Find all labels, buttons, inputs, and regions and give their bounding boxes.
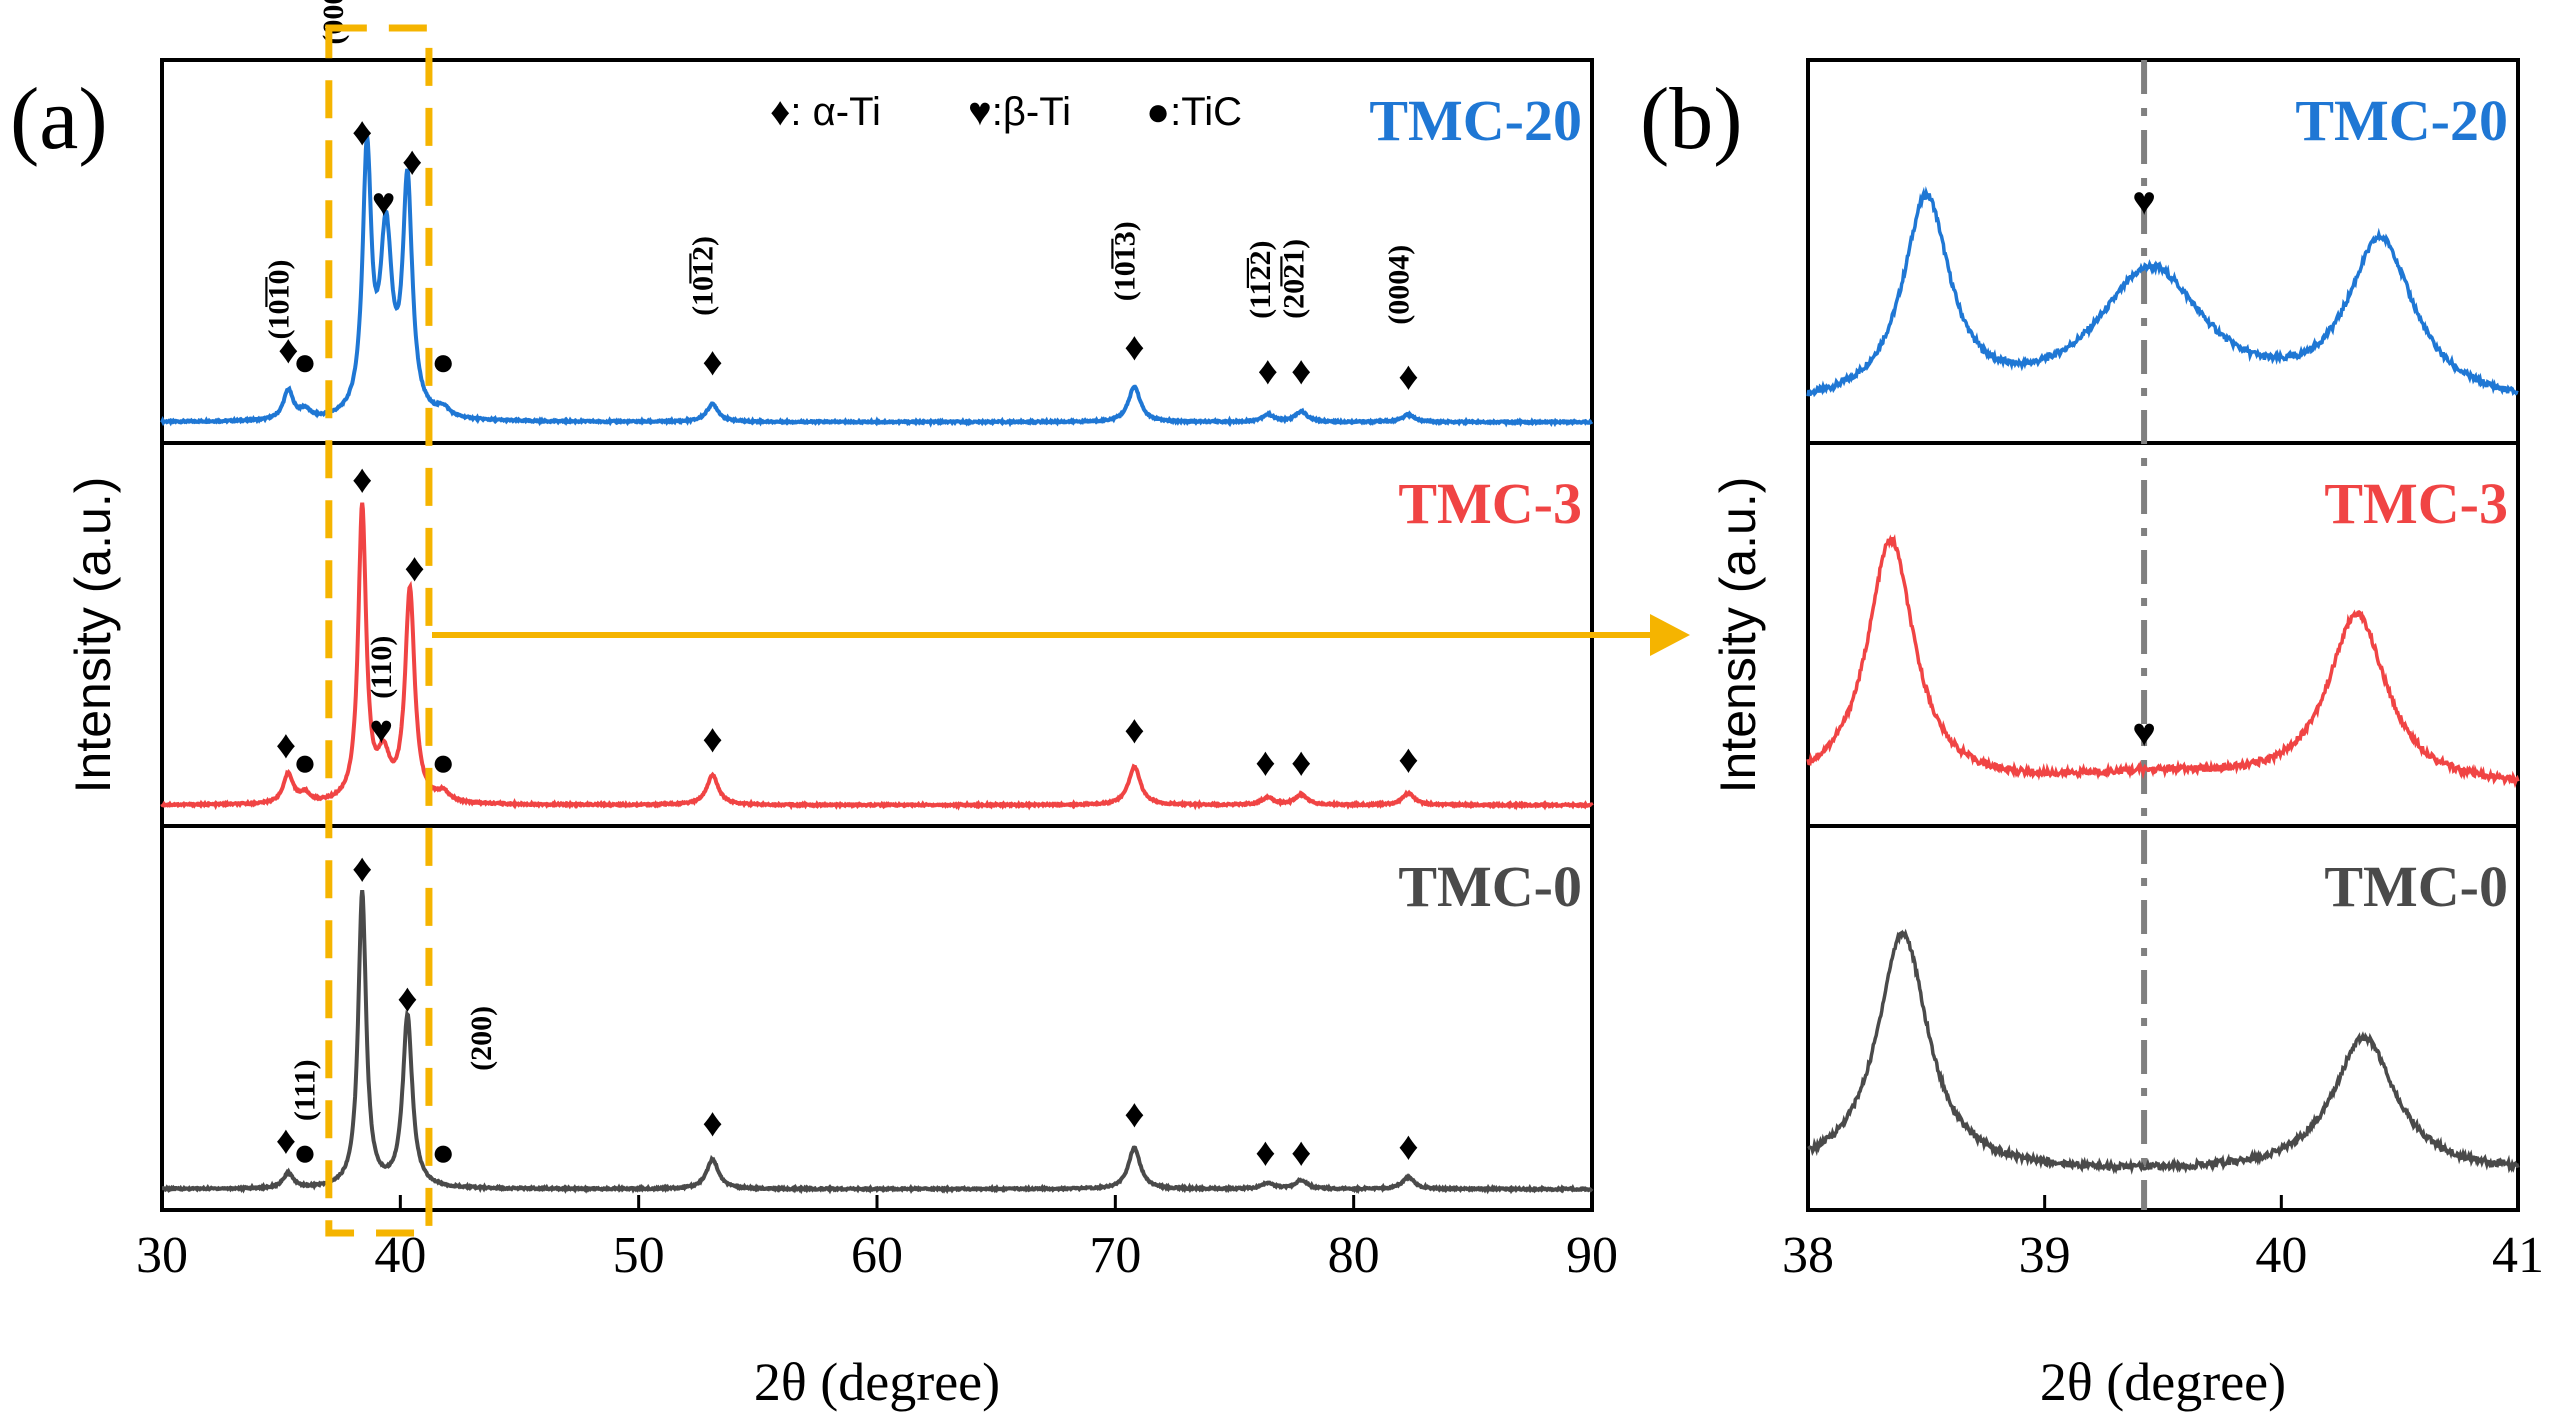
alpha-ti-marker: ♦	[352, 109, 372, 154]
legend: ♦: α-Ti ♥:β-Ti ●:TiC	[770, 90, 1242, 134]
panel-a: 30 40 50 60 70 80 90 TMC-20♦●♦♥♦● ♦ ♦♦ ♦ ♦(10̅1̅0)…	[65, 0, 1618, 1412]
panel-b-xlabel: 2θ (degree)	[2040, 1352, 2286, 1412]
sample-label-tmc-20: TMC-20	[2295, 88, 2508, 153]
alpha-ti-marker: ♦	[352, 846, 372, 891]
alpha-ti-marker: ♦	[276, 722, 296, 767]
alpha-ti-marker: ♦	[402, 138, 422, 183]
alpha-ti-marker: ♦	[1124, 324, 1144, 369]
tic-marker: ●	[293, 1129, 317, 1174]
x-tick-label: 39	[2019, 1227, 2071, 1284]
miller-index-label: (110)	[365, 636, 398, 699]
panel-b: 38 39 40 41 TMC-20 ♥ TMC-3 ♥ TMC-0 Intensity (a…	[1710, 58, 2544, 1412]
alpha-ti-marker: ♦	[404, 545, 424, 590]
sample-label-tmc-3: TMC-3	[1398, 471, 1582, 536]
sample-label-tmc-0: TMC-0	[2324, 854, 2508, 919]
alpha-ti-marker: ♦	[702, 1100, 722, 1145]
alpha-ti-marker: ♦	[1398, 737, 1418, 782]
alpha-ti-marker: ♦	[1291, 740, 1311, 785]
x-tick-label: 30	[136, 1227, 188, 1284]
xrd-trace-tmc-0	[162, 889, 1594, 1195]
panel-a-label: (a)	[10, 71, 108, 168]
miller-index-label: (11̅2̅2)	[1244, 241, 1277, 319]
sample-label-tmc-20: TMC-20	[1369, 88, 1582, 153]
alpha-ti-marker: ♦	[1291, 348, 1311, 393]
panel-b-frame	[1806, 58, 2520, 1212]
tic-marker: ●	[293, 339, 317, 384]
x-tick-label: 40	[2255, 1227, 2307, 1284]
panel-b-series: TMC-20 ♥ TMC-3 ♥ TMC-0	[1806, 88, 2520, 1175]
miller-index-label: (10̅1̅2)	[687, 236, 720, 316]
panel-b-x-ticks: 38 39 40 41	[1782, 1195, 2544, 1284]
legend-alpha-ti: ♦: α-Ti	[770, 90, 881, 134]
tic-marker: ●	[431, 339, 455, 384]
sample-label-tmc-3: TMC-3	[2324, 471, 2508, 536]
xrd-trace-tmc-3	[1806, 533, 2520, 789]
tic-marker: ●	[431, 740, 455, 785]
panel-a-series: TMC-20♦●♦♥♦●♦♦♦♦♦(10̅1̅0)(0002)(10̅1̅1)(…	[160, 0, 1594, 1195]
zoom-arrow-head	[1650, 614, 1690, 656]
miller-index-label: (10̅1̅3)	[1108, 221, 1141, 301]
panel-b-ylabel: Intensity (a.u.)	[1710, 477, 1766, 794]
xrd-trace-tmc-20	[1806, 186, 2519, 398]
sample-label-tmc-0: TMC-0	[1398, 854, 1582, 919]
alpha-ti-marker: ♦	[1124, 707, 1144, 752]
beta-ti-marker: ♥	[2132, 178, 2156, 223]
highlight-box	[325, 24, 433, 1237]
xrd-trace-tmc-3	[160, 502, 1594, 811]
alpha-ti-marker: ♦	[702, 716, 722, 761]
panel-a-ylabel: Intensity (a.u.)	[65, 477, 121, 794]
tic-marker: ●	[431, 1129, 455, 1174]
zoom-arrow	[432, 614, 1690, 656]
legend-beta-ti: ♥:β-Ti	[968, 90, 1071, 134]
miller-index-label: (111)	[289, 1059, 322, 1121]
miller-index-label: (20̅2̅1)	[1278, 239, 1311, 319]
alpha-ti-marker: ♦	[702, 339, 722, 384]
xrd-trace-tmc-0	[1807, 928, 2520, 1175]
miller-index-label: (200)	[465, 1006, 498, 1071]
x-tick-label: 80	[1328, 1227, 1380, 1284]
x-tick-label: 70	[1089, 1227, 1141, 1284]
panel-a-x-ticks: 30 40 50 60 70 80 90	[136, 1195, 1618, 1284]
alpha-ti-marker: ♦	[352, 456, 372, 501]
alpha-ti-marker: ♦	[1258, 348, 1278, 393]
x-tick-label: 60	[851, 1227, 903, 1284]
x-tick-label: 90	[1566, 1227, 1618, 1284]
miller-index-label: (0002)	[317, 0, 350, 45]
beta-ti-marker: ♥	[2132, 710, 2156, 755]
miller-index-label: (0004)	[1382, 245, 1415, 325]
alpha-ti-marker: ♦	[1255, 1129, 1275, 1174]
tic-marker: ●	[293, 740, 317, 785]
alpha-ti-marker: ♦	[1398, 354, 1418, 399]
miller-index-label: (10̅1̅0)	[262, 260, 295, 340]
panel-a-xlabel: 2θ (degree)	[754, 1352, 1000, 1412]
alpha-ti-marker: ♦	[1124, 1091, 1144, 1136]
x-tick-label: 38	[1782, 1227, 1834, 1284]
xrd-trace-tmc-20	[160, 135, 1594, 428]
alpha-ti-marker: ♦	[397, 976, 417, 1021]
x-tick-label: 41	[2492, 1227, 2544, 1284]
legend-tic: ●:TiC	[1146, 90, 1242, 134]
beta-ti-marker: ♥	[372, 180, 396, 225]
alpha-ti-marker: ♦	[1291, 1129, 1311, 1174]
alpha-ti-marker: ♦	[1398, 1124, 1418, 1169]
panel-b-label: (b)	[1640, 71, 1743, 168]
x-tick-label: 50	[613, 1227, 665, 1284]
beta-ti-marker: ♥	[369, 707, 393, 752]
alpha-ti-marker: ♦	[1255, 740, 1275, 785]
alpha-ti-marker: ♦	[276, 1118, 296, 1163]
alpha-ti-marker: ♦	[278, 327, 298, 372]
